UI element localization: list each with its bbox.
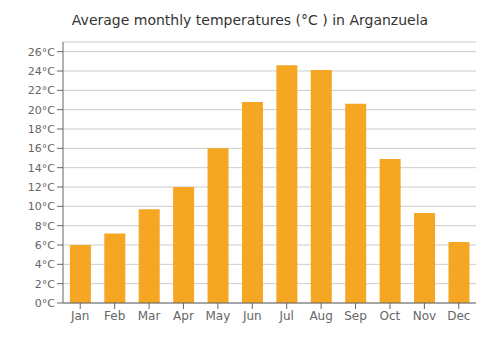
svg-text:4°C: 4°C — [35, 258, 55, 271]
svg-text:Dec: Dec — [447, 309, 470, 323]
svg-text:May: May — [205, 309, 230, 323]
svg-text:Feb: Feb — [104, 309, 125, 323]
svg-text:Aug: Aug — [309, 309, 332, 323]
svg-text:10°C: 10°C — [28, 200, 55, 213]
svg-text:2°C: 2°C — [35, 278, 55, 291]
svg-text:14°C: 14°C — [28, 162, 55, 175]
svg-text:Jan: Jan — [70, 309, 90, 323]
svg-text:24°C: 24°C — [28, 65, 55, 78]
svg-text:8°C: 8°C — [35, 220, 55, 233]
svg-text:Apr: Apr — [173, 309, 194, 323]
svg-text:6°C: 6°C — [35, 239, 55, 252]
svg-text:Jul: Jul — [278, 309, 293, 323]
svg-text:22°C: 22°C — [28, 84, 55, 97]
svg-text:18°C: 18°C — [28, 123, 55, 136]
svg-text:12°C: 12°C — [28, 181, 55, 194]
svg-text:20°C: 20°C — [28, 104, 55, 117]
svg-text:Mar: Mar — [138, 309, 161, 323]
svg-text:Sep: Sep — [344, 309, 367, 323]
svg-text:Jun: Jun — [242, 309, 262, 323]
html-text:Average monthly temperatures (: Average monthly temperatures (°C ) in Ar… — [71, 12, 429, 28]
svg-text:Nov: Nov — [413, 309, 436, 323]
svg-text:26°C: 26°C — [28, 46, 55, 59]
svg-text:0°C: 0°C — [35, 297, 55, 310]
svg-text:16°C: 16°C — [28, 142, 55, 155]
svg-text:Oct: Oct — [380, 309, 401, 323]
